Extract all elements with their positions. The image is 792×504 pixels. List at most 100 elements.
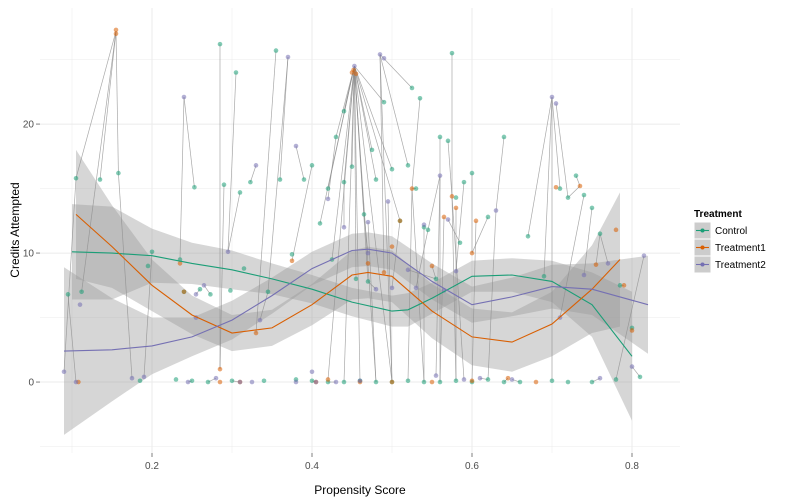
point-control (309, 163, 315, 168)
match-line (555, 103, 569, 198)
point-control (437, 379, 443, 385)
point-control (73, 175, 79, 181)
point-control (549, 378, 555, 384)
point-treatment1 (441, 214, 447, 220)
point-treatment2 (433, 373, 439, 378)
match-line (354, 65, 401, 221)
match-line (227, 192, 241, 252)
point-control (353, 276, 359, 282)
match-line (354, 65, 393, 170)
match-line (407, 188, 413, 381)
point-treatment1 (181, 289, 187, 295)
point-treatment1 (397, 218, 403, 224)
legend-key-point-control (700, 228, 705, 233)
match-line (439, 216, 445, 383)
point-treatment2 (365, 250, 371, 256)
point-treatment2 (413, 285, 419, 291)
point-control (145, 263, 151, 269)
point-treatment1 (217, 366, 223, 372)
point-treatment1 (389, 244, 395, 249)
point-treatment1 (613, 227, 619, 233)
match-line (583, 207, 593, 276)
point-control (417, 95, 423, 101)
point-treatment1 (253, 330, 259, 336)
legend-label-treatment1: Treatment1 (715, 243, 766, 254)
legend-key-point-treatment1 (700, 245, 705, 250)
y-axis-ticks: 0 10 20 (23, 120, 40, 389)
match-line (551, 96, 561, 189)
point-treatment1 (113, 31, 119, 37)
point-treatment2 (141, 374, 147, 380)
confidence-band-treatment2 (64, 232, 648, 435)
point-treatment1 (553, 184, 559, 190)
point-control (341, 108, 347, 114)
point-control (365, 279, 371, 284)
x-tick-label: 0.2 (145, 461, 159, 472)
match-line (255, 50, 277, 334)
match-line (179, 96, 185, 260)
point-treatment2 (293, 379, 299, 385)
point-treatment2 (581, 272, 587, 278)
match-lines (63, 31, 645, 383)
point-control (437, 134, 443, 140)
point-treatment1 (409, 186, 415, 191)
point-treatment1 (453, 205, 459, 211)
point-control (217, 41, 223, 47)
point-treatment2 (293, 143, 299, 149)
point-control (361, 212, 367, 217)
match-line (451, 196, 457, 381)
point-treatment2 (77, 302, 83, 307)
point-treatment2 (325, 196, 331, 202)
match-line (415, 229, 429, 288)
match-line (354, 65, 385, 103)
point-treatment2 (285, 54, 291, 60)
point-control (589, 379, 595, 385)
match-line (615, 255, 645, 380)
point-treatment1 (325, 377, 331, 382)
match-line (367, 222, 377, 383)
point-control (208, 292, 213, 297)
match-line (411, 98, 421, 189)
point-treatment2 (461, 377, 467, 382)
point-treatment2 (129, 375, 135, 381)
point-treatment1 (429, 379, 435, 385)
point-treatment2 (389, 285, 395, 291)
match-line (343, 66, 355, 383)
point-treatment2 (629, 364, 635, 369)
point-control (381, 99, 387, 105)
match-line (67, 294, 77, 383)
point-treatment1 (381, 270, 387, 275)
match-line (567, 185, 581, 198)
match-line (363, 214, 369, 254)
point-treatment2 (421, 222, 427, 227)
y-axis-title: Credits Attempted (8, 182, 22, 277)
point-control (241, 266, 247, 271)
point-control (617, 283, 623, 288)
match-line (455, 182, 465, 272)
point-treatment1 (429, 263, 435, 269)
point-control (229, 378, 235, 384)
legend: Treatment Control Treatment1 Treatment2 (693, 209, 766, 274)
x-axis-title: Propensity Score (314, 483, 406, 497)
point-control (485, 214, 491, 220)
x-tick-label: 0.8 (625, 461, 639, 472)
point-control (192, 184, 197, 190)
match-line (143, 251, 153, 377)
point-treatment2 (253, 163, 259, 168)
point-treatment1 (593, 262, 599, 267)
point-treatment2 (249, 379, 255, 385)
point-treatment2 (477, 375, 483, 381)
match-line (391, 220, 401, 288)
point-control (301, 177, 307, 182)
point-control (565, 379, 571, 385)
point-treatment2 (553, 101, 559, 106)
match-line (471, 220, 477, 383)
legend-key-point-treatment2 (700, 262, 705, 267)
point-control (149, 249, 155, 255)
y-tick-label: 10 (23, 249, 35, 260)
y-tick-label: 20 (23, 120, 35, 131)
point-treatment1 (289, 258, 295, 264)
point-treatment1 (473, 218, 479, 224)
point-control (265, 289, 271, 295)
match-line (291, 165, 313, 261)
